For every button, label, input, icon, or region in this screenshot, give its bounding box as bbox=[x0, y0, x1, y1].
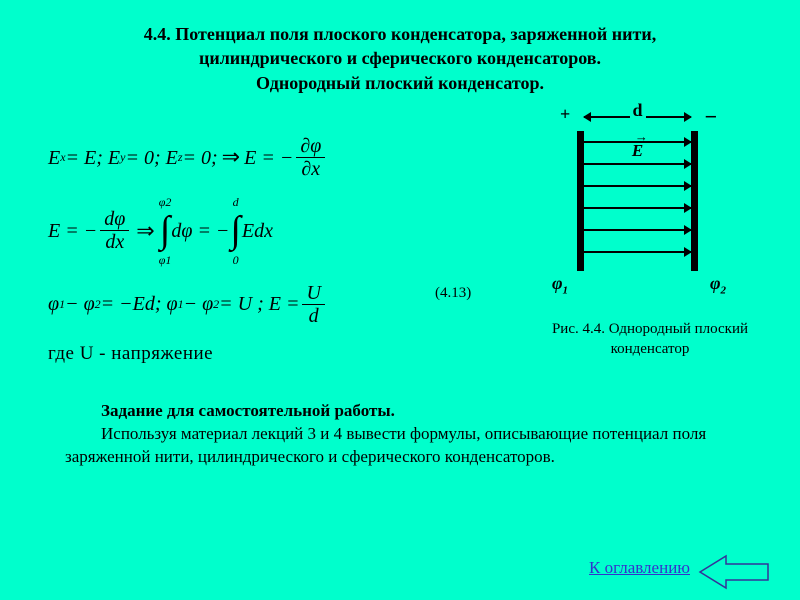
implies-icon: ⇒ bbox=[222, 144, 240, 170]
plate-right bbox=[691, 131, 698, 271]
formula-block: Ex = E; Ey = 0; Ez = 0; ⇒ E = − ∂φ ∂x E … bbox=[48, 135, 448, 365]
denominator: dx bbox=[101, 231, 128, 253]
e-vector-label: → E bbox=[632, 141, 643, 161]
field-line bbox=[584, 207, 691, 209]
title-line-3: Однородный плоский конденсатор. bbox=[50, 71, 750, 95]
denominator: ∂x bbox=[297, 158, 324, 180]
title-line-1: 4.4. Потенциал поля плоского конденсатор… bbox=[50, 22, 750, 46]
int-lower: 0 bbox=[233, 254, 239, 266]
integral-icon: ∫ bbox=[230, 208, 240, 254]
fraction: dφ dx bbox=[100, 208, 129, 253]
sym: E = − bbox=[48, 219, 97, 243]
task-body: Используя материал лекций 3 и 4 вывести … bbox=[65, 423, 740, 469]
formula-row-2: E = − dφ dx ⇒ φ2 ∫ φ1 dφ = − d ∫ 0 Edx bbox=[48, 196, 448, 266]
sym: E = − bbox=[244, 146, 293, 170]
sym: Edx bbox=[242, 219, 273, 243]
integral: φ2 ∫ φ1 bbox=[159, 196, 172, 266]
figure-caption: Рис. 4.4. Однородный плоский конденсатор bbox=[545, 320, 755, 359]
int-upper: φ2 bbox=[159, 196, 172, 208]
arrow-right-icon bbox=[684, 203, 692, 213]
where-note: где U - напряжение bbox=[48, 343, 448, 366]
int-upper: d bbox=[233, 196, 239, 208]
denominator: d bbox=[305, 305, 323, 327]
arrow-right-icon bbox=[684, 112, 692, 122]
page-title: 4.4. Потенциал поля плоского конденсатор… bbox=[0, 0, 800, 95]
capacitor-figure: + − d → E φ1 φ2 bbox=[555, 108, 720, 293]
arrow-right-icon bbox=[684, 247, 692, 257]
numerator: U bbox=[302, 282, 324, 304]
sym: φ bbox=[710, 273, 721, 293]
caption-lead: Рис. 4.4. bbox=[552, 321, 609, 337]
arrow-right-icon bbox=[684, 159, 692, 169]
sub: 1 bbox=[563, 285, 569, 297]
sym: φ bbox=[48, 292, 59, 316]
formula-row-3: φ1 − φ2 = −Ed; φ1 − φ2 = U ; E = U d bbox=[48, 282, 448, 327]
int-lower: φ1 bbox=[159, 254, 172, 266]
arrow-left-icon bbox=[583, 112, 591, 122]
numerator: dφ bbox=[100, 208, 129, 230]
minus-label: − bbox=[704, 104, 717, 130]
arrow-right-icon bbox=[684, 181, 692, 191]
sym: = 0; bbox=[183, 146, 218, 170]
field-line bbox=[584, 229, 691, 231]
sym: = U ; E = bbox=[219, 292, 299, 316]
task-heading: Задание для самостоятельной работы. bbox=[65, 400, 740, 423]
equation-number: (4.13) bbox=[435, 285, 471, 302]
toc-link[interactable]: К оглавлению bbox=[589, 558, 690, 578]
implies-icon: ⇒ bbox=[136, 218, 154, 244]
arrow-right-icon bbox=[684, 225, 692, 235]
fraction: ∂φ ∂x bbox=[296, 135, 325, 180]
field-line bbox=[584, 251, 691, 253]
sym: φ bbox=[552, 273, 563, 293]
sym: = E; E bbox=[66, 146, 121, 170]
arrow-right-icon bbox=[684, 137, 692, 147]
caption-text: Однородный плоский конденсатор bbox=[609, 321, 748, 357]
integral: d ∫ 0 bbox=[229, 196, 241, 266]
sym: = 0; E bbox=[125, 146, 177, 170]
field-line bbox=[584, 185, 691, 187]
sym: − φ bbox=[184, 292, 214, 316]
plus-label: + bbox=[560, 104, 570, 125]
fraction: U d bbox=[302, 282, 324, 327]
numerator: ∂φ bbox=[296, 135, 325, 157]
vector-arrow-icon: → bbox=[635, 129, 648, 145]
sym: − φ bbox=[65, 292, 95, 316]
plate-left bbox=[577, 131, 584, 271]
task-block: Задание для самостоятельной работы. Испо… bbox=[65, 400, 740, 469]
nav-arrow-icon[interactable] bbox=[698, 554, 770, 590]
sym: = −Ed; φ bbox=[101, 292, 178, 316]
phi2-label: φ2 bbox=[710, 273, 726, 297]
d-label: d bbox=[629, 100, 645, 121]
formula-row-1: Ex = E; Ey = 0; Ez = 0; ⇒ E = − ∂φ ∂x bbox=[48, 135, 448, 180]
sym: E bbox=[48, 146, 60, 170]
sub: 2 bbox=[721, 285, 727, 297]
integral-icon: ∫ bbox=[160, 208, 170, 254]
title-line-2: цилиндрического и сферического конденсат… bbox=[50, 46, 750, 70]
phi1-label: φ1 bbox=[552, 273, 568, 297]
sym: dφ = − bbox=[171, 219, 229, 243]
field-line bbox=[584, 163, 691, 165]
